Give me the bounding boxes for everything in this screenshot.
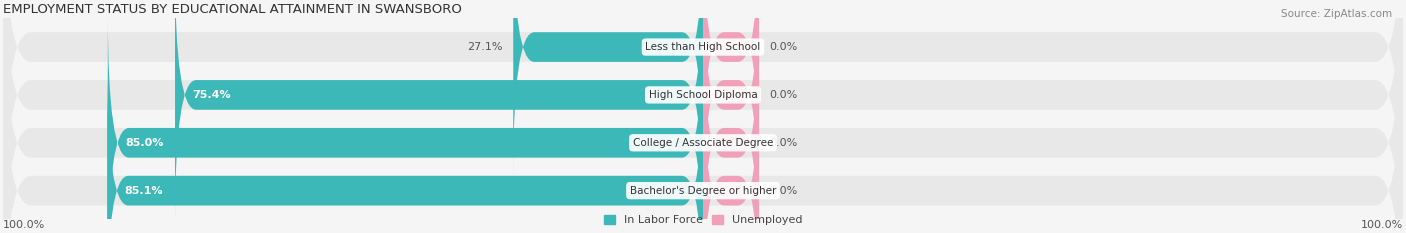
FancyBboxPatch shape <box>703 62 759 233</box>
FancyBboxPatch shape <box>174 0 703 224</box>
Text: Bachelor's Degree or higher: Bachelor's Degree or higher <box>630 186 776 196</box>
Text: Source: ZipAtlas.com: Source: ZipAtlas.com <box>1281 9 1392 19</box>
Text: Less than High School: Less than High School <box>645 42 761 52</box>
Text: 100.0%: 100.0% <box>3 220 45 230</box>
Text: 75.4%: 75.4% <box>193 90 231 100</box>
Text: 0.0%: 0.0% <box>769 90 797 100</box>
FancyBboxPatch shape <box>3 0 1403 233</box>
FancyBboxPatch shape <box>3 14 1403 233</box>
Text: 27.1%: 27.1% <box>467 42 503 52</box>
Text: College / Associate Degree: College / Associate Degree <box>633 138 773 148</box>
Legend: In Labor Force, Unemployed: In Labor Force, Unemployed <box>599 211 807 230</box>
Text: High School Diploma: High School Diploma <box>648 90 758 100</box>
FancyBboxPatch shape <box>703 14 759 233</box>
FancyBboxPatch shape <box>3 0 1403 224</box>
FancyBboxPatch shape <box>513 0 703 176</box>
Text: EMPLOYMENT STATUS BY EDUCATIONAL ATTAINMENT IN SWANSBORO: EMPLOYMENT STATUS BY EDUCATIONAL ATTAINM… <box>3 3 461 16</box>
Text: 0.0%: 0.0% <box>769 186 797 196</box>
Text: 0.0%: 0.0% <box>769 138 797 148</box>
Text: 0.0%: 0.0% <box>769 42 797 52</box>
FancyBboxPatch shape <box>108 14 703 233</box>
FancyBboxPatch shape <box>703 0 759 176</box>
Text: 85.1%: 85.1% <box>125 186 163 196</box>
FancyBboxPatch shape <box>703 0 759 224</box>
FancyBboxPatch shape <box>3 0 1403 233</box>
Text: 85.0%: 85.0% <box>125 138 163 148</box>
FancyBboxPatch shape <box>107 62 703 233</box>
Text: 100.0%: 100.0% <box>1361 220 1403 230</box>
